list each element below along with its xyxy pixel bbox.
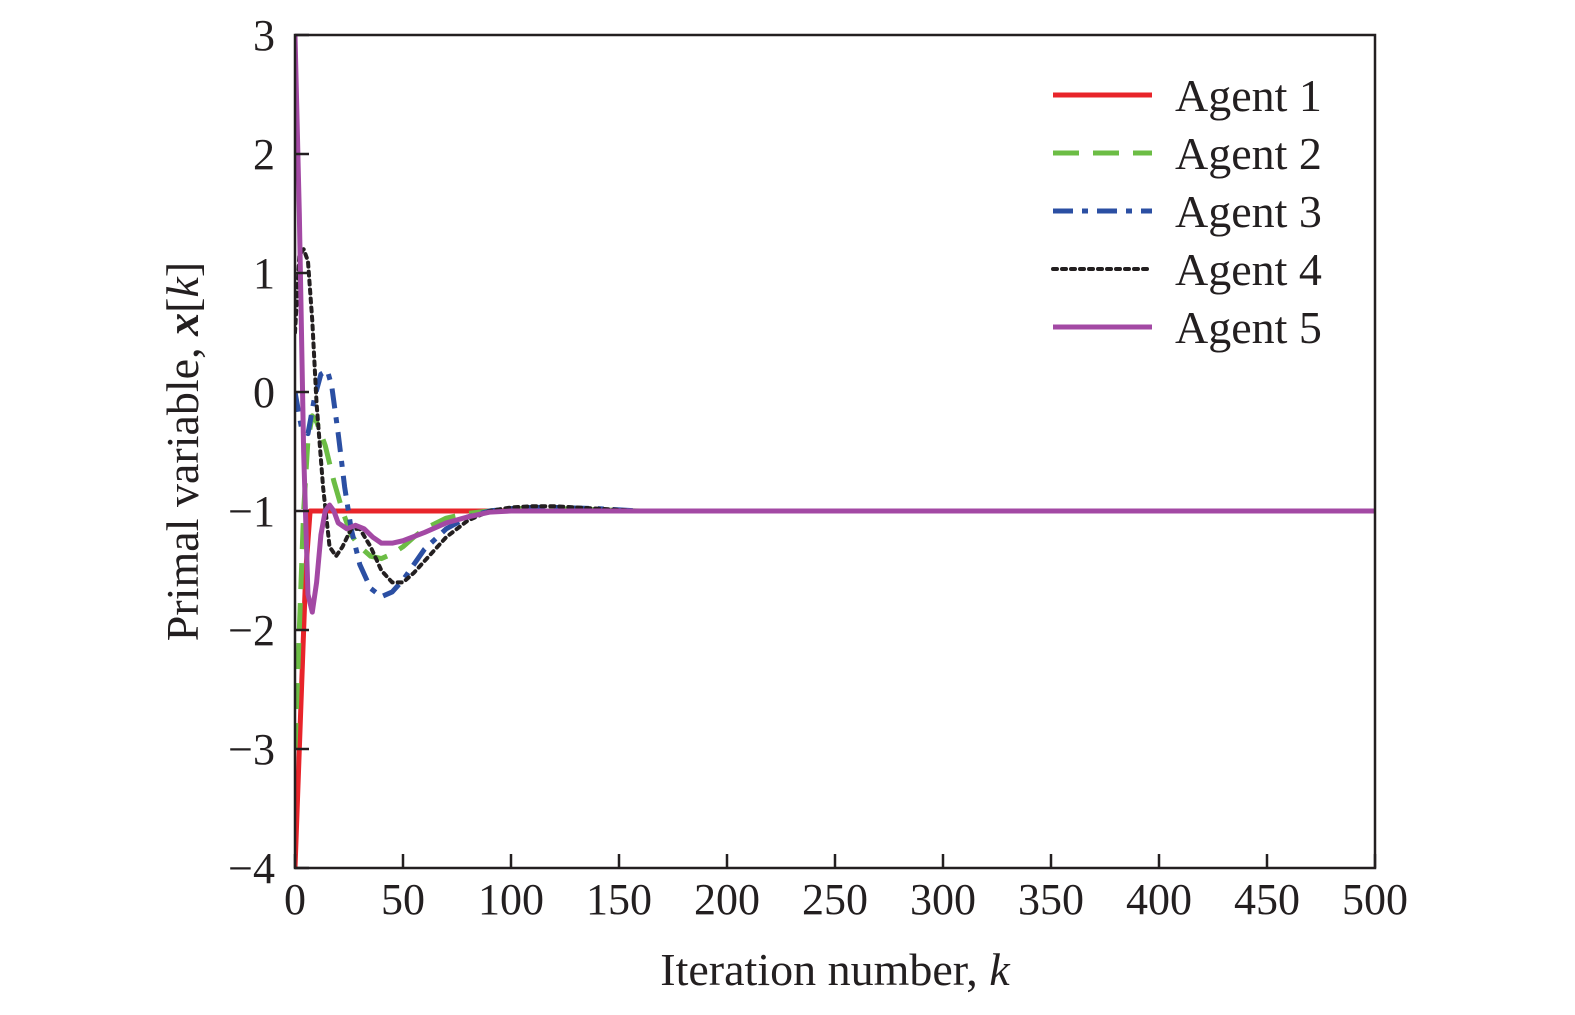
y-tick-label: 2	[253, 130, 275, 179]
x-tick-label: 250	[802, 875, 868, 924]
legend-label-agent-3: Agent 3	[1175, 186, 1322, 237]
x-tick-label: 500	[1342, 875, 1408, 924]
x-tick-label: 350	[1018, 875, 1084, 924]
y-axis-label-vector: x	[157, 313, 208, 337]
x-axis-label-text: Iteration number,	[660, 944, 989, 995]
y-tick-label: −3	[228, 725, 275, 774]
legend-label-agent-2: Agent 2	[1175, 128, 1322, 179]
x-tick-label: 450	[1234, 875, 1300, 924]
x-tick-label: 50	[381, 875, 425, 924]
x-axis-label: Iteration number, k	[660, 944, 1011, 995]
series-line-agent-3	[295, 368, 1375, 600]
y-axis-label-close-bracket: ]	[157, 262, 208, 277]
y-tick-label: 1	[253, 249, 275, 298]
series-line-agent-5	[295, 34, 1375, 615]
x-axis-ticks: 0 50 100 150 200 250 300 350 400 450 500	[284, 854, 1408, 924]
series-layer	[295, 34, 1375, 869]
x-tick-label: 400	[1126, 875, 1192, 924]
y-tick-label: −1	[228, 487, 275, 536]
y-tick-label: −2	[228, 606, 275, 655]
y-tick-label: 0	[253, 368, 275, 417]
legend-label-agent-4: Agent 4	[1175, 244, 1322, 295]
x-tick-label: 300	[910, 875, 976, 924]
x-tick-label: 100	[478, 875, 544, 924]
legend: Agent 1 Agent 2 Agent 3 Agent 4 Agent 5	[1051, 70, 1322, 353]
y-tick-label: 3	[253, 11, 275, 60]
y-tick-label: −4	[228, 844, 275, 893]
x-tick-label: 150	[586, 875, 652, 924]
series-line-agent-1	[295, 508, 1375, 869]
y-axis-label: Primal variable, x[k]	[157, 262, 208, 641]
legend-label-agent-5: Agent 5	[1175, 302, 1322, 353]
series-line-agent-2	[295, 413, 1375, 750]
x-tick-label: 0	[284, 875, 306, 924]
x-tick-label: 200	[694, 875, 760, 924]
y-axis-label-text: Primal variable,	[157, 336, 208, 641]
x-axis-label-variable: k	[989, 944, 1011, 995]
y-axis-ticks: 3 2 1 0 −1 −2 −3 −4	[228, 11, 309, 893]
series-line-agent-4	[295, 247, 1375, 585]
y-axis-label-variable: k	[157, 276, 208, 298]
y-axis-label-open-bracket: [	[157, 298, 208, 313]
legend-label-agent-1: Agent 1	[1175, 70, 1322, 121]
